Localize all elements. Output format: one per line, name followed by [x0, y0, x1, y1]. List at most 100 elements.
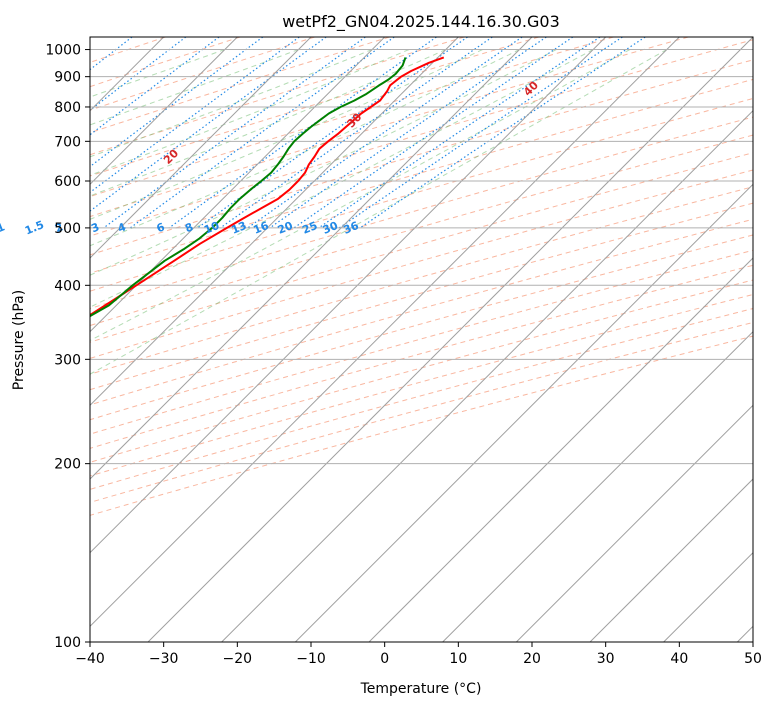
dry-adiabat	[90, 321, 753, 503]
mixing-ratio-label: 16	[252, 219, 271, 237]
dry-adiabat-label: 40	[521, 78, 541, 98]
dry-adiabat	[90, 37, 465, 156]
isotherm	[90, 37, 238, 186]
mixing-ratio-line	[90, 37, 327, 212]
isotherm	[589, 478, 753, 642]
dry-adiabat	[90, 39, 753, 237]
isotherm	[515, 404, 753, 642]
y-tick-label: 900	[54, 70, 81, 86]
y-axis-title: Pressure (hPa)	[11, 290, 27, 390]
mixing-ratio-label: 1.5	[23, 218, 46, 237]
x-tick-label: −40	[75, 651, 105, 667]
moist-adiabat	[90, 49, 225, 98]
y-tick-label: 1000	[45, 43, 81, 59]
mixing-ratio-label: 20	[276, 219, 295, 237]
mixing-ratio-line	[247, 37, 523, 229]
mixing-ratio-line	[168, 37, 437, 229]
dry-adiabat	[90, 264, 753, 449]
mixing-ratio-label: 30	[321, 219, 340, 237]
mixing-ratio-line	[359, 37, 646, 229]
x-tick-label: −10	[296, 651, 326, 667]
mixing-ratio-label: 2	[53, 220, 65, 235]
dry-adiabat	[90, 234, 753, 421]
chart-title: wetPf2_GN04.2025.144.16.30.G03	[282, 12, 560, 32]
moist-adiabat	[90, 49, 410, 176]
mixing-ratio-label: 1	[0, 220, 7, 235]
plot-frame	[89, 36, 754, 643]
y-tick-label: 100	[54, 635, 81, 651]
x-tick-label: −30	[149, 651, 179, 667]
isotherm	[147, 37, 753, 642]
isotherm	[294, 183, 753, 642]
dry-adiabat	[90, 308, 753, 490]
dry-adiabat	[90, 293, 753, 477]
x-tick-label: 10	[449, 651, 467, 667]
dry-adiabat	[90, 37, 614, 198]
x-tick-label: 20	[523, 651, 541, 667]
mixing-ratio-line	[338, 37, 623, 229]
x-tick-label: 40	[670, 651, 688, 667]
moist-adiabat	[90, 49, 557, 276]
mixing-ratio-line	[269, 37, 547, 229]
y-tick-label: 300	[54, 352, 81, 368]
moist-adiabat	[90, 49, 483, 220]
x-tick-label: 50	[744, 651, 762, 667]
mixing-ratio-line	[90, 37, 264, 168]
adiabat-labels: -100-90-80-70-60-50-40-30-20-10010203040…	[0, 78, 541, 237]
mixing-ratio-line	[0, 37, 82, 228]
dry-adiabat	[90, 134, 753, 327]
isotherm	[90, 37, 533, 480]
y-axis: 100 200 300 400 500 600 700 800 900 1000	[45, 43, 90, 651]
mixing-ratio-label: 8	[183, 220, 195, 235]
isotherm	[90, 37, 312, 259]
isotherm	[90, 37, 459, 407]
y-tick-label: 800	[54, 100, 81, 116]
dry-adiabat	[90, 37, 315, 111]
dry-adiabat	[90, 97, 753, 292]
gridlines	[90, 49, 753, 643]
dry-adiabat	[90, 279, 753, 463]
dry-adiabat	[90, 249, 753, 435]
x-tick-label: −20	[223, 651, 253, 667]
x-tick-label: 0	[380, 651, 389, 667]
isotherm	[90, 37, 386, 333]
background-lines	[0, 37, 753, 642]
mixing-ratio-line	[318, 37, 601, 229]
dry-adiabat	[90, 335, 753, 516]
mixing-ratio-line	[90, 37, 187, 111]
dry-adiabat	[90, 78, 753, 274]
isotherm	[221, 109, 753, 642]
dry-adiabat	[90, 218, 753, 406]
moist-adiabat	[90, 49, 299, 126]
mixing-ratio-line	[90, 37, 220, 136]
y-tick-label: 700	[54, 134, 81, 150]
dry-adiabat	[90, 186, 753, 375]
y-tick-label: 500	[54, 221, 81, 237]
x-axis-title: Temperature (°C)	[360, 681, 482, 697]
dry-adiabat	[90, 169, 753, 359]
dry-adiabat	[90, 37, 689, 218]
moist-adiabat	[90, 49, 631, 342]
dewpoint-profile-line	[90, 57, 407, 318]
mixing-ratio-label: 36	[342, 219, 361, 237]
mixing-ratio-line	[293, 37, 574, 229]
isotherm	[368, 257, 753, 642]
dry-adiabat	[90, 202, 753, 391]
dry-adiabat	[90, 152, 753, 343]
isotherm	[736, 625, 753, 642]
dry-adiabat	[90, 37, 390, 134]
mixing-ratio-line	[90, 37, 300, 194]
mixing-ratio-label: 25	[300, 219, 319, 237]
mixing-ratio-label: 3	[89, 220, 101, 235]
mixing-ratio-line	[90, 37, 133, 71]
mixing-ratio-line	[220, 37, 493, 229]
moist-adiabat	[90, 49, 668, 375]
y-tick-label: 200	[54, 457, 81, 473]
dry-adiabat	[90, 37, 241, 88]
x-tick-label: 30	[597, 651, 615, 667]
temperature-profile-line	[90, 56, 445, 317]
moist-adiabat	[90, 49, 520, 247]
x-axis: −40 −30 −20 −10 0 10 20 30 40 50	[75, 642, 762, 667]
profiles	[90, 56, 445, 318]
